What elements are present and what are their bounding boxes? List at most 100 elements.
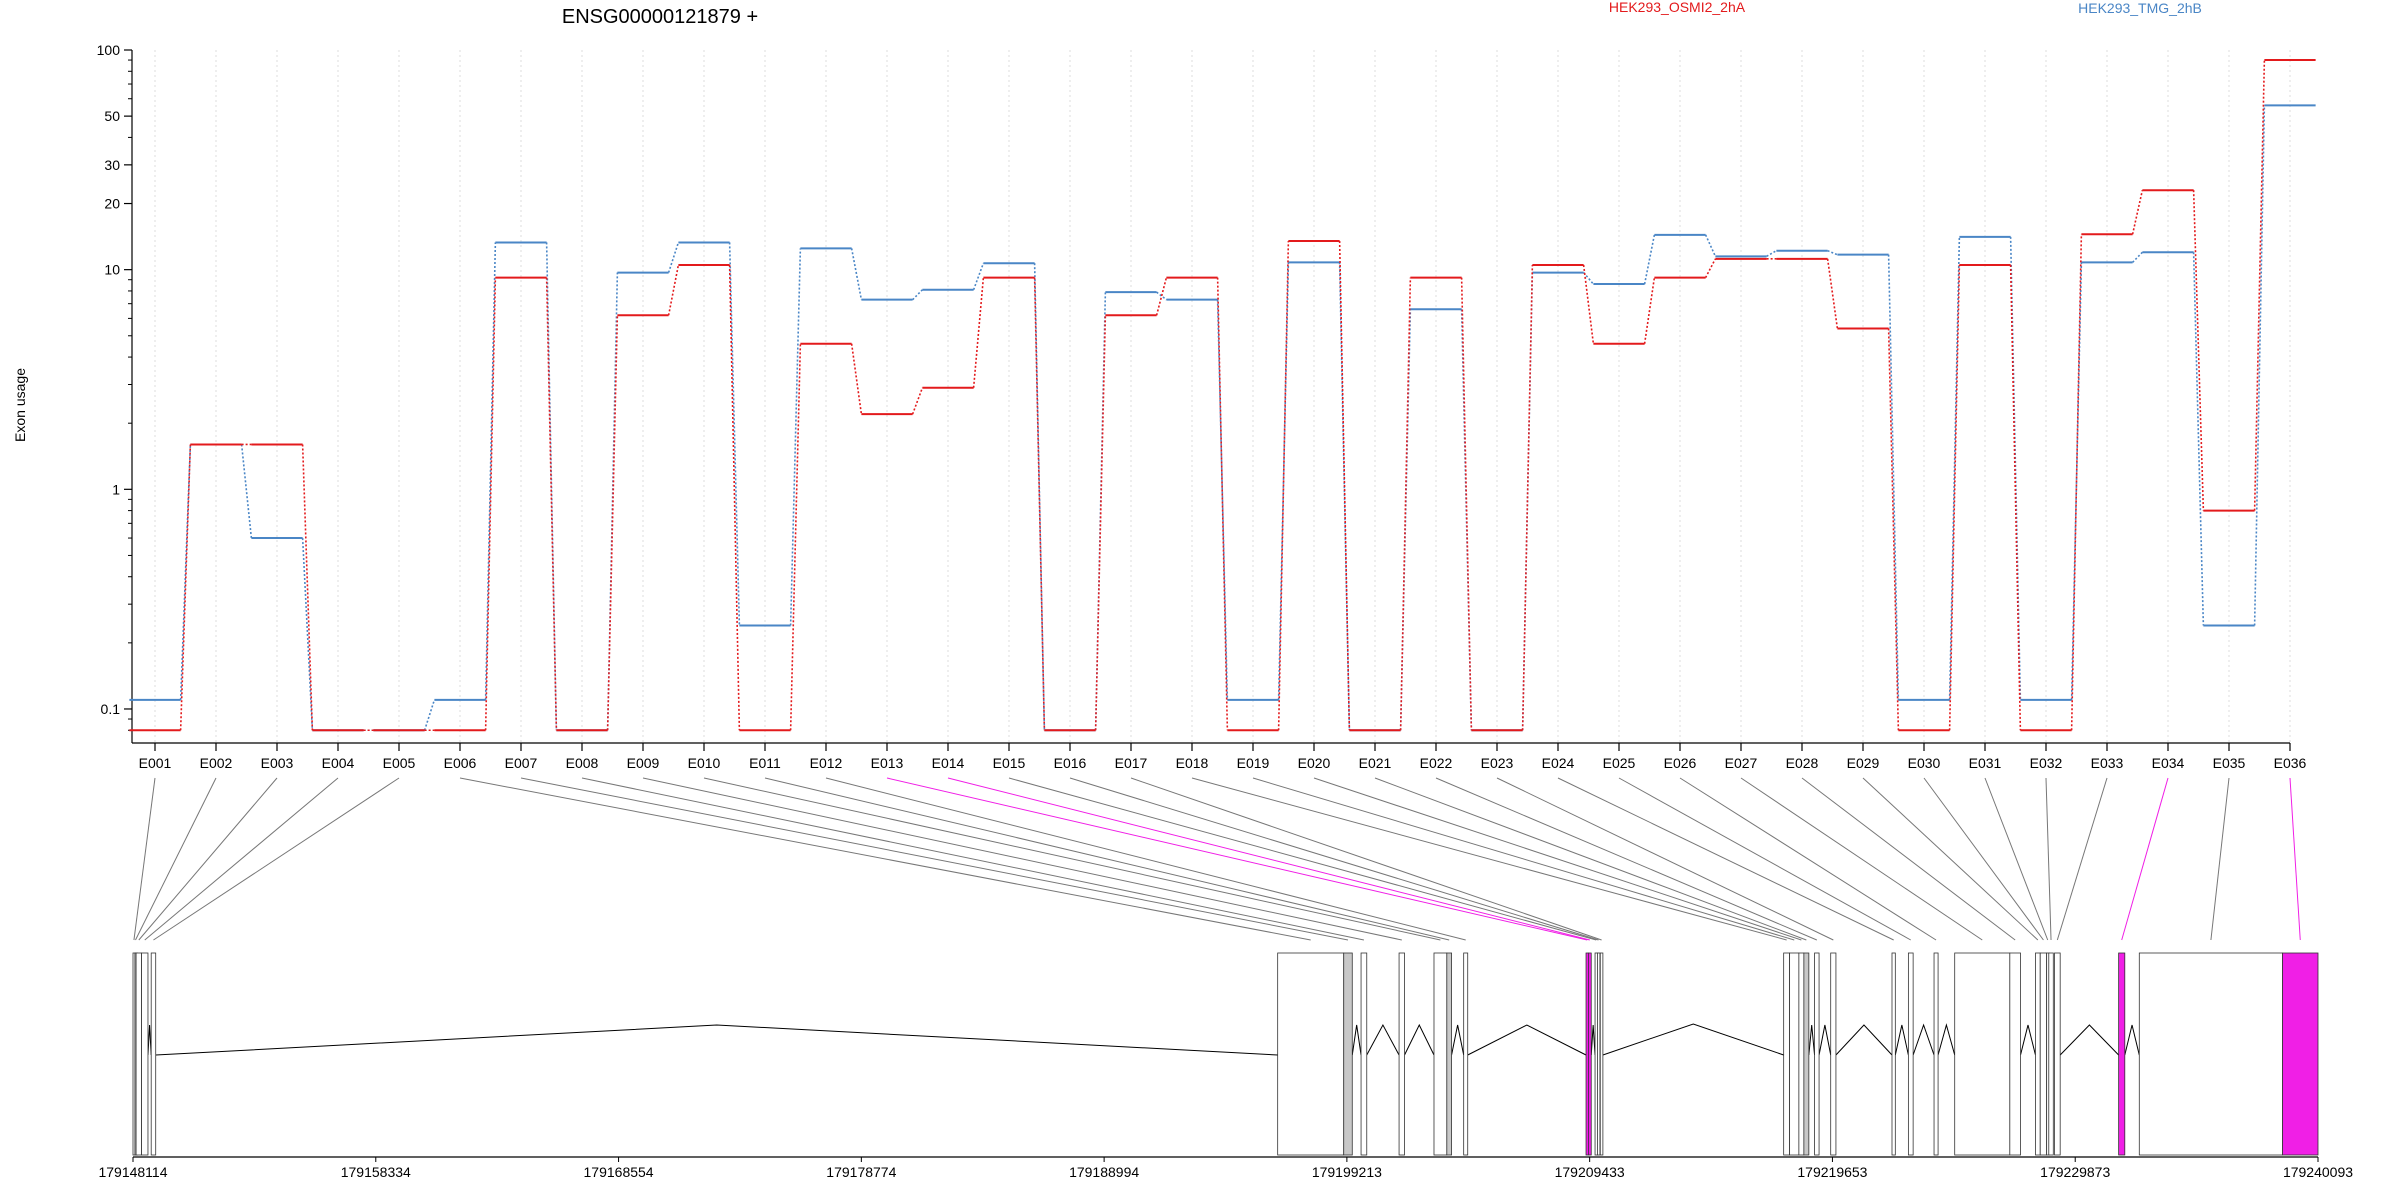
- series-connector: [1827, 249, 1838, 256]
- exon-box: [1433, 952, 1448, 1156]
- exon-connector: [1313, 777, 1802, 941]
- genomic-coordinate-axis: 179148114 179158334 179168554 179178774 1791…: [98, 1156, 2353, 1180]
- x-tick-label: E001: [139, 755, 172, 771]
- series-connector: [423, 699, 436, 731]
- exon-connector: [133, 777, 156, 941]
- exon-connector: [1191, 777, 1787, 941]
- x-tick-label: E012: [810, 755, 843, 771]
- exon-box: [2282, 952, 2319, 1156]
- exon-box: [2054, 952, 2061, 1156]
- series-connector: [728, 264, 741, 731]
- exon-box: [135, 952, 142, 1156]
- exon-connector: [1557, 777, 1894, 941]
- exon-box: [2009, 952, 2021, 1156]
- series-connector: [484, 242, 497, 700]
- exon-connector: [825, 777, 1466, 941]
- intron-line: [1351, 1024, 1362, 1056]
- intron-line: [155, 1024, 1278, 1056]
- exon-connector: [1862, 777, 2039, 941]
- series-connector: [2192, 190, 2205, 511]
- series-connector: [2070, 262, 2083, 700]
- series-connector: [179, 444, 192, 700]
- exon-connector: [1740, 777, 1983, 941]
- exon-connector: [2289, 777, 2301, 941]
- x-tick-label: E010: [688, 755, 721, 771]
- intron-line: [147, 1024, 152, 1056]
- y-axis: 0.1 1 10 20 30 50 100: [97, 42, 133, 743]
- exon-box: [1907, 952, 1914, 1156]
- x-tick-label: E030: [1908, 755, 1941, 771]
- exon-connector: [1984, 777, 2049, 941]
- exon-box: [1814, 952, 1820, 1156]
- intron-line: [1602, 1023, 1784, 1056]
- intron-line: [1366, 1023, 1400, 1056]
- exon-connector: [1923, 777, 2044, 941]
- gridlines: [154, 50, 2291, 743]
- series-connector: [1704, 258, 1717, 278]
- x-tick-label: E025: [1603, 755, 1636, 771]
- x-tick-label: E011: [749, 755, 781, 771]
- series-connector: [911, 387, 924, 415]
- intron-line: [1835, 1024, 1893, 1056]
- exon-connector: [153, 777, 400, 941]
- x-tick-label: E007: [505, 755, 538, 771]
- exon-box: [1954, 952, 2011, 1156]
- exon-connector: [459, 777, 1311, 941]
- series-connector: [484, 277, 497, 731]
- series-connector: [1033, 277, 1046, 731]
- series-connector: [1948, 264, 1961, 731]
- x-tick-label: E017: [1115, 755, 1148, 771]
- series-connector: [1460, 277, 1473, 731]
- y-tick-label: 20: [104, 196, 120, 212]
- exon-connector: [1679, 777, 1937, 941]
- x-tick-label: E024: [1542, 755, 1575, 771]
- exon-box: [141, 952, 149, 1156]
- series-connector: [2009, 264, 2022, 731]
- exon-connector: [1618, 777, 1912, 941]
- exon-connector: [947, 777, 1590, 941]
- intron-line: [2020, 1024, 2036, 1056]
- intron-line: [2124, 1024, 2140, 1056]
- series-connector: [1277, 241, 1290, 731]
- exon-connector: [2210, 777, 2230, 941]
- genomic-tick-label: 179188994: [1069, 1164, 1139, 1180]
- series-connector: [1887, 254, 1900, 700]
- exon-connector: [2056, 777, 2108, 941]
- series-connector: [1216, 277, 1229, 731]
- x-tick-label: E008: [566, 755, 599, 771]
- x-tick-label: E013: [871, 755, 904, 771]
- series-connector: [667, 264, 680, 316]
- exon-connector: [2121, 777, 2169, 941]
- x-tick-label: E015: [993, 755, 1026, 771]
- exon-connector: [1435, 777, 1818, 941]
- series-connector: [728, 242, 741, 626]
- intron-line: [1894, 1024, 1909, 1056]
- series-connector: [972, 262, 985, 291]
- legend-series-2: HEK293_TMG_2hB: [2078, 0, 2202, 16]
- series-connector: [2070, 234, 2083, 731]
- intron-line: [1590, 1024, 1596, 1056]
- exon-box: [1830, 952, 1837, 1156]
- y-tick-label: 30: [104, 157, 120, 173]
- series-connector: [1583, 272, 1594, 285]
- series-connector: [789, 343, 802, 731]
- x-tick-label: E028: [1786, 755, 1819, 771]
- x-tick-label: E022: [1420, 755, 1453, 771]
- series-connector: [1766, 249, 1777, 258]
- exon-box: [1891, 952, 1896, 1156]
- series-connector: [545, 242, 558, 731]
- exon-connector: [1069, 777, 1599, 941]
- series-connector: [789, 248, 802, 626]
- series-connector: [1094, 315, 1107, 731]
- exon-box: [1599, 952, 1604, 1156]
- exon-connector: [581, 777, 1365, 941]
- exon-box: [1587, 952, 1592, 1156]
- x-tick-label: E026: [1664, 755, 1697, 771]
- x-tick-label: E031: [1969, 755, 2002, 771]
- genomic-tick-label: 179178774: [826, 1164, 896, 1180]
- series-connector: [1582, 264, 1595, 344]
- x-tick-label: E005: [383, 755, 416, 771]
- intron-line: [1937, 1023, 1956, 1056]
- exon-connector: [1496, 777, 1834, 941]
- exon-box: [2118, 952, 2126, 1156]
